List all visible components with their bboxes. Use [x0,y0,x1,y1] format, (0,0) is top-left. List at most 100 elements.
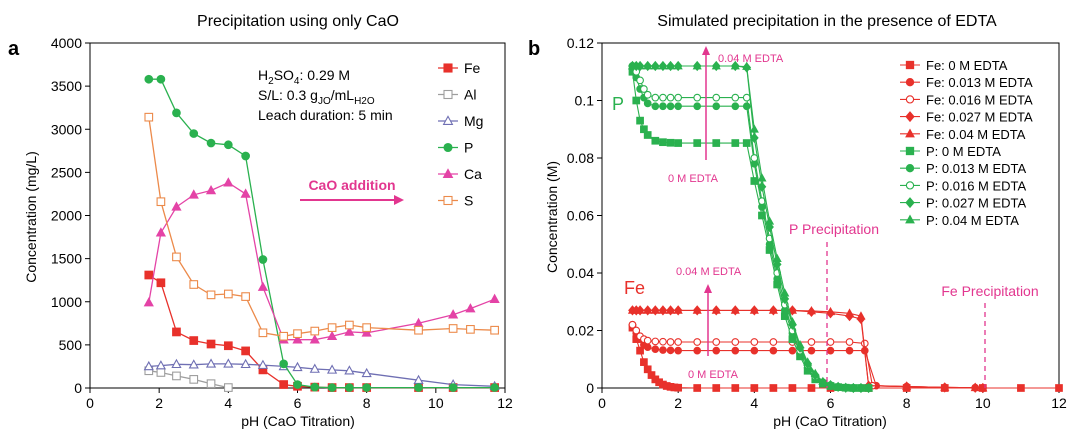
data-point-p [293,380,302,389]
fe-edta-bottom-label: 0 M EDTA [688,369,739,381]
data-point-al [206,379,216,389]
data-point-p-0-m-edta [731,139,740,147]
legend-label: P: 0.04 M EDTA [926,213,1019,228]
data-point-p-0-m-edta [674,139,683,147]
data-point-p [362,383,372,392]
data-point-fe-0-016-m-edta [659,337,667,346]
data-point-s [189,280,199,289]
series-line-fe [148,274,495,389]
panel-a-y-tick-label: 3500 [51,78,82,94]
series-line-s [148,117,495,337]
p-edta-bottom-label: 0 M EDTA [668,173,719,185]
data-point-p-0-04-m-edta [841,382,851,392]
p-precipitation-label: P Precipitation [789,221,879,237]
data-point-fe-0-04-m-edta [825,306,836,316]
data-point-ca [489,293,500,303]
panel-b: b Simulated precipitation in the presenc… [528,13,1067,429]
data-point-fe-0-013-m-edta [750,346,759,355]
data-point-fe-0-m-edta [788,384,797,392]
data-point-p [156,74,166,84]
legend-entry-p-0-04-m-edta: P: 0.04 M EDTA [900,213,1019,228]
data-point-s [490,325,499,335]
panel-b-y-tick-label: 0.02 [567,323,594,339]
data-point-mg [309,363,320,373]
data-point-mg [155,360,167,370]
legend-label: P: 0.013 M EDTA [926,161,1027,176]
legend-marker [443,195,453,206]
data-point-fe-0-04-m-edta [902,381,912,390]
panel-b-label-p: P [612,94,624,114]
data-point-p-0-016-m-edta [666,93,675,102]
data-point-ca [292,334,303,344]
panel-b-x-tick-label: 10 [975,395,991,411]
data-point-s [466,324,475,334]
legend-marker [905,78,915,87]
legend-entry-p-0-013-m-edta: P: 0.013 M EDTA [900,161,1027,176]
series-line-fe-0-016-m-edta [632,324,983,389]
data-point-p-0-013-m-edta [693,102,702,111]
data-point-p-0-04-m-edta [749,124,759,133]
data-point-fe [156,278,166,288]
data-point-p-0-016-m-edta [674,93,683,102]
data-point-mg [326,364,338,374]
sl-sub1: JO [318,96,331,107]
data-point-p-0-016-m-edta [636,76,644,85]
panel-a-x-tick-label: 12 [497,395,513,411]
legend-label: P: 0 M EDTA [926,144,1001,159]
data-point-fe-0-04-m-edta [643,305,653,314]
panel-b-label-fe: Fe [624,278,645,298]
data-point-fe-0-m-edta [1017,384,1025,392]
data-point-fe [241,346,250,356]
h2so4-part2: SO [274,67,294,83]
panel-b-x-tick-label: 8 [903,395,911,411]
data-point-fe-0-04-m-edta [665,305,676,314]
data-point-fe-0-04-m-edta [692,305,702,314]
legend-label: Fe: 0.016 M EDTA [926,92,1033,107]
panel-a-x-tick-label: 10 [428,395,444,411]
panel-a-y-tick-label: 1000 [51,294,82,310]
data-point-p-0-04-m-edta [810,368,820,377]
legend-label: Al [464,87,476,103]
data-point-p [327,383,337,392]
panel-a-x-tick-label: 8 [363,395,371,411]
panel-a-y-tick-label: 2000 [51,208,82,224]
legend-entry-p-0-027-m-edta: P: 0.027 M EDTA [900,196,1027,211]
data-point-p-0-m-edta [693,139,702,147]
data-point-fe-0-013-m-edta [651,345,660,354]
data-point-ca [155,227,167,237]
legend-label: P [464,140,473,156]
legend-entry-fe-0-013-m-edta: Fe: 0.013 M EDTA [900,75,1033,90]
data-point-p [345,383,354,392]
data-point-fe-0-016-m-edta [674,338,683,346]
cao-addition-label: CaO addition [308,177,395,193]
data-point-s [448,324,458,333]
data-point-fe-0-m-edta [750,384,759,392]
data-point-ca [205,184,217,195]
data-point-p-0-016-m-edta [651,93,660,102]
data-point-p-0-013-m-edta [712,102,721,111]
series-p-0-04-m-edta [627,61,874,392]
data-point-p-0-04-m-edta [665,61,676,70]
data-point-fe [223,341,233,351]
data-point-fe-0-04-m-edta [650,305,660,314]
panel-b-y-tick-label: 0 [586,380,594,396]
data-point-mg [205,358,217,368]
series-line-ca [148,181,495,341]
legend-entry-al: Al [438,87,476,103]
data-point-s [258,328,268,338]
data-point-p [172,108,181,118]
legend-label: Fe: 0 M EDTA [926,58,1008,73]
data-point-fe-0-m-edta [807,384,816,392]
sl-part1: S/L: 0.3 g [258,87,318,103]
panel-b-letter: b [528,38,540,60]
data-point-fe-0-04-m-edta [806,306,817,315]
data-point-p [258,255,268,264]
legend-marker [905,181,915,190]
data-point-p-0-013-m-edta [666,102,675,111]
data-point-s [310,326,320,336]
panel-b-xlabel: pH (CaO Titration) [773,413,887,429]
series-fe-0-027-m-edta [628,305,988,394]
panel-a-title: Precipitation using only CaO [197,13,399,30]
series-line-fe-0-027-m-edta [632,309,983,389]
